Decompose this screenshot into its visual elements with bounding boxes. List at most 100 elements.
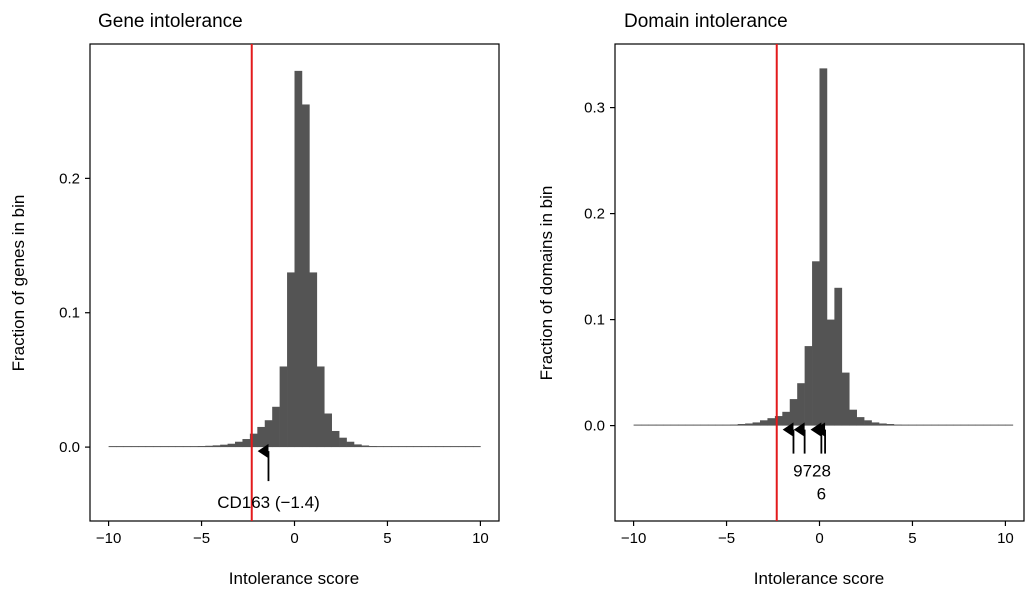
histogram-bar (737, 424, 746, 426)
histogram-bar (160, 446, 169, 448)
histogram-bar (938, 424, 947, 426)
left-x-axis-label: Intolerance score (229, 569, 359, 588)
x-tick-label: 0 (815, 530, 823, 547)
histogram-bar (116, 446, 124, 448)
histogram-bar (235, 441, 243, 448)
histogram-bar (353, 444, 362, 448)
right-axis-ticks: −10 −5 0 5 10 0.0 0.1 0.2 0.3 (584, 100, 1014, 547)
histogram-bar (960, 424, 969, 426)
right-y-axis-label: Fraction of domains in bin (537, 186, 556, 381)
histogram-bar (175, 446, 184, 448)
y-tick-label: 0.0 (584, 418, 605, 435)
histogram-bar (316, 366, 325, 448)
histogram-bar (968, 424, 976, 426)
histogram-bar (722, 424, 731, 426)
histogram-bar (663, 424, 672, 426)
histogram-bar (212, 445, 221, 448)
histogram-bar (450, 446, 459, 448)
histogram-bar (279, 366, 288, 448)
histogram-bar (391, 446, 399, 448)
histogram-bar (309, 272, 318, 448)
histogram-bar (294, 70, 303, 448)
histogram-bar (1005, 424, 1014, 426)
histogram-bar (797, 383, 805, 426)
histogram-bar (472, 446, 481, 448)
histogram-bar (168, 446, 176, 448)
histogram-bar (849, 409, 857, 426)
histogram-bar (227, 443, 236, 448)
y-tick-label: 0.2 (584, 206, 605, 223)
histogram-bar (190, 446, 199, 448)
histogram-bar (700, 424, 709, 426)
x-tick-label: 5 (383, 530, 391, 547)
histogram-bar (376, 446, 385, 448)
histogram-bar (465, 446, 474, 448)
right-chart-title: Domain intolerance (624, 11, 788, 32)
right-histogram-bars (633, 68, 1014, 426)
histogram-bar (774, 416, 783, 426)
x-tick-label: −5 (193, 530, 210, 547)
histogram-bar (804, 346, 813, 426)
left-axis-ticks: −10 −5 0 5 10 0.0 0.1 0.2 (59, 170, 489, 547)
x-tick-label: −5 (718, 530, 735, 547)
x-tick-label: 10 (472, 530, 489, 547)
histogram-bar (145, 446, 154, 448)
histogram-bar (886, 424, 895, 426)
histogram-bar (264, 420, 273, 448)
histogram-bar (153, 446, 161, 448)
histogram-bar (346, 441, 355, 448)
histogram-bar (760, 420, 768, 426)
histogram-bar (413, 446, 422, 448)
histogram-bar (287, 272, 295, 448)
histogram-bar (707, 424, 716, 426)
histogram-bar (420, 446, 429, 448)
histogram-bar (908, 424, 917, 426)
histogram-bar (242, 439, 251, 448)
right-annotation-line-2: 6 (817, 485, 826, 504)
histogram-bar (945, 424, 954, 426)
histogram-bar (368, 446, 377, 448)
histogram-bar (272, 406, 280, 448)
left-histogram-bars (108, 70, 481, 448)
histogram-bar (197, 446, 206, 448)
histogram-bar (249, 433, 258, 448)
histogram-bar (205, 445, 213, 448)
left-chart-title: Gene intolerance (98, 11, 243, 32)
histogram-bar (715, 424, 724, 426)
histogram-bar (324, 413, 332, 448)
histogram-bar (990, 424, 999, 426)
histogram-bar (443, 446, 451, 448)
histogram-bar (685, 424, 694, 426)
histogram-bar (826, 319, 835, 426)
y-tick-label: 0.3 (584, 100, 605, 117)
x-tick-label: −10 (96, 530, 121, 547)
histogram-bar (841, 372, 850, 426)
histogram-bar (138, 446, 147, 448)
y-tick-label: 0.1 (59, 305, 80, 322)
histogram-bar (730, 424, 738, 426)
histogram-bar (130, 446, 139, 448)
histogram-bar (182, 446, 191, 448)
histogram-bar (301, 104, 310, 448)
histogram-bar (916, 424, 924, 426)
histogram-bar (693, 424, 701, 426)
histogram-bar (361, 445, 370, 448)
histogram-bar (220, 444, 228, 448)
histogram-bar (633, 424, 642, 426)
histogram-bar (123, 446, 132, 448)
histogram-bar (339, 437, 347, 448)
histogram-bar (745, 423, 753, 426)
y-tick-label: 0.0 (59, 439, 80, 456)
histogram-bar (893, 424, 902, 426)
histogram-bar (856, 417, 865, 426)
histogram-bar (878, 423, 887, 426)
x-tick-label: 5 (908, 530, 916, 547)
histogram-bar (435, 446, 444, 448)
histogram-bar (931, 424, 939, 426)
histogram-bar (782, 411, 791, 426)
gene-intolerance-panel: Gene intolerance −10 −5 0 5 10 0.0 0.1 0.2 CD16… (9, 11, 500, 588)
right-annotation-arrows (782, 422, 826, 454)
histogram-bar (819, 68, 828, 426)
histogram-bar (108, 446, 117, 448)
